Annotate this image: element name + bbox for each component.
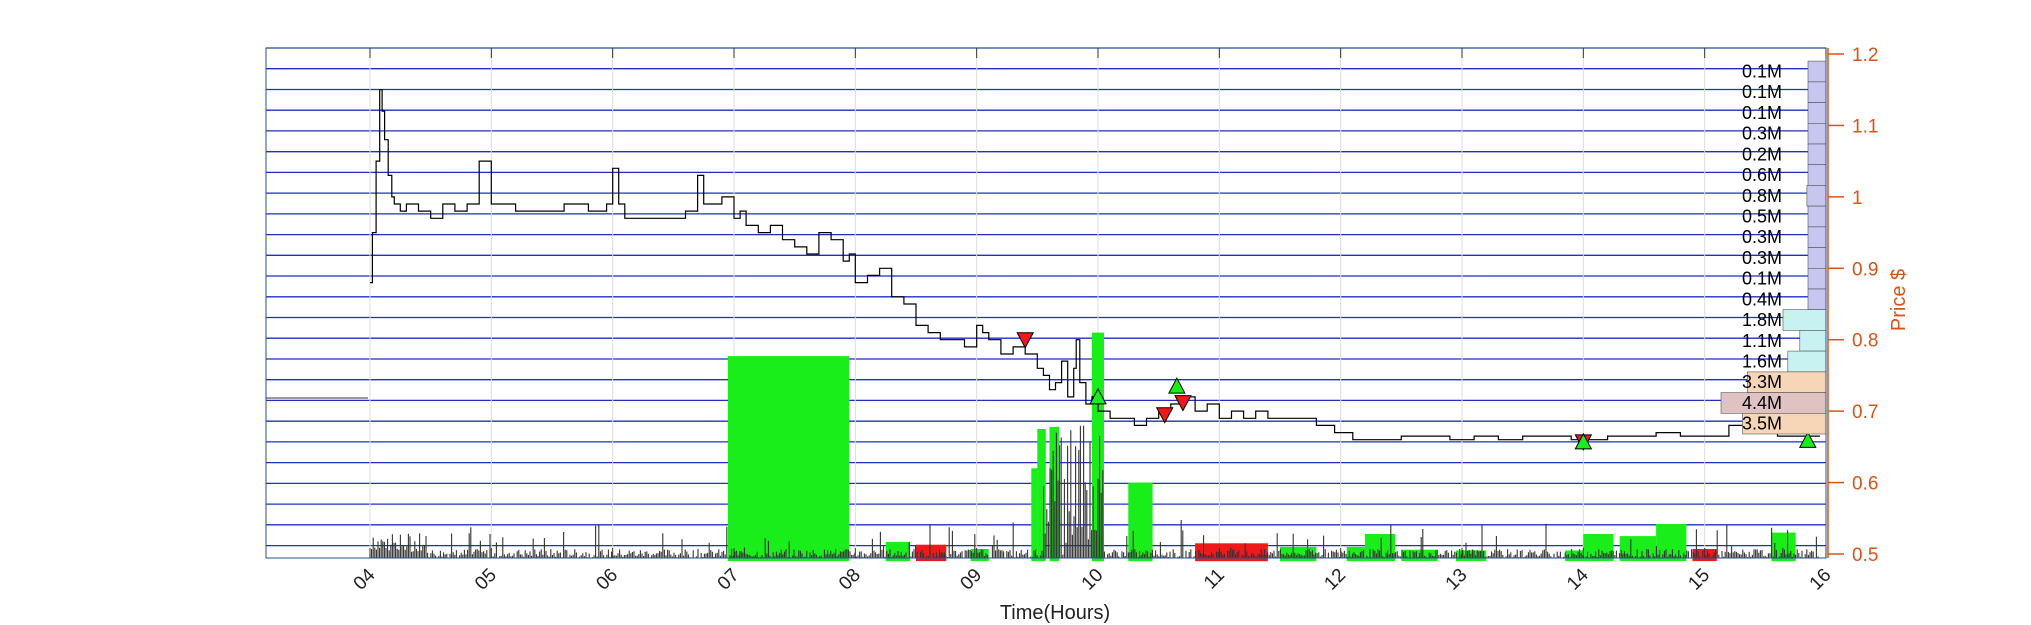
volume-bar — [1031, 468, 1038, 562]
buy-marker — [1574, 432, 1593, 450]
sell-marker — [1155, 407, 1174, 424]
y-tick-label: 0.7 — [1852, 402, 1878, 423]
volume-profile-label: 0.3M — [1742, 248, 1782, 268]
volume-bar — [1037, 429, 1046, 562]
sell-marker — [1016, 332, 1035, 349]
volume-profile-label: 0.1M — [1742, 269, 1782, 289]
x-tick-label: 09 — [956, 565, 986, 595]
y-tick-label: 1.2 — [1852, 45, 1878, 66]
y-tick-label: 0.9 — [1852, 259, 1878, 280]
volume-bar — [1049, 426, 1060, 562]
x-tick-label: 11 — [1200, 565, 1229, 594]
volume-profile-label: 1.1M — [1742, 331, 1782, 351]
y-tick-label: 0.6 — [1852, 474, 1878, 495]
y-tick-label: 1.1 — [1852, 116, 1878, 137]
volume-profile-label: 4.4M — [1742, 393, 1782, 413]
x-tick-label: 06 — [592, 565, 622, 595]
sell-marker — [1174, 395, 1192, 412]
volume-profile-label: 0.1M — [1742, 62, 1782, 82]
x-tick-label: 08 — [835, 565, 865, 595]
volume-profile-bar — [1807, 205, 1827, 228]
price-series — [370, 89, 1820, 441]
volume-profile-bar — [1807, 164, 1827, 186]
volume-profile-label: 0.5M — [1742, 207, 1782, 227]
volume-profile-bar — [1807, 81, 1827, 103]
volume-profile-label: 1.6M — [1742, 352, 1782, 372]
volume-profile-label: 3.3M — [1742, 372, 1782, 392]
volume-profile-bar — [1807, 123, 1827, 145]
volume-profile-bar — [1799, 330, 1827, 352]
x-tick-label: 04 — [350, 564, 380, 594]
volume-bar — [727, 356, 850, 562]
volume-bar — [1565, 550, 1596, 562]
volume-profile-bar — [1807, 60, 1827, 83]
buy-marker — [1168, 377, 1186, 394]
volume-profile-label: 3.5M — [1742, 414, 1782, 434]
x-tick-label: 16 — [1806, 565, 1836, 595]
y-axis-title: Price $ — [1888, 269, 1910, 331]
x-tick-label: 07 — [714, 565, 744, 595]
volume-profile-label: 0.1M — [1742, 82, 1782, 102]
x-tick-label: 10 — [1078, 565, 1108, 595]
volume-bar — [1195, 543, 1268, 562]
volume-profile-bar — [1807, 267, 1827, 290]
volume-profile-bar — [1806, 185, 1827, 207]
axes: 0.5 0.6 0.7 0.8 0.9 1 1.1 1.2 04 05 06 07 08 09 10 11 12… — [265, 45, 1878, 595]
volume-profile-label: 0.4M — [1742, 289, 1782, 309]
volume-bar — [1619, 536, 1657, 562]
volume-profile-label: 0.6M — [1742, 165, 1782, 185]
x-tick-label: 14 — [1563, 564, 1593, 594]
y-tick-label: 0.8 — [1852, 331, 1878, 352]
volume-profile-bar — [1782, 309, 1827, 331]
buy-marker — [1798, 431, 1817, 448]
volume-profile-bar — [1807, 288, 1827, 311]
volume-profile-bar — [1807, 143, 1827, 166]
plot-frame — [265, 47, 1827, 559]
x-tick-label: 15 — [1684, 565, 1714, 595]
volume-profile: 0.1M0.1M0.1M0.3M0.2M0.6M0.8M0.5M0.3M0.3M… — [1720, 60, 1827, 435]
price-line — [370, 89, 1820, 441]
volume-bar — [1128, 482, 1153, 562]
x-tick-label: 12 — [1320, 565, 1350, 595]
volume-bars — [727, 332, 1796, 562]
volume-bar — [1771, 532, 1796, 562]
volume-profile-label: 0.1M — [1742, 103, 1782, 123]
volume-profile-label: 0.8M — [1742, 186, 1782, 206]
trade-markers — [1016, 332, 1817, 451]
volume-profile-label: 0.3M — [1742, 227, 1782, 247]
buy-marker — [1089, 387, 1107, 405]
volume-profile-label: 0.3M — [1742, 124, 1782, 144]
x-axis-title: Time(Hours) — [1000, 602, 1110, 624]
volume-profile-bar — [1807, 247, 1827, 269]
price-band-grid — [266, 47, 1826, 547]
volume-profile-bar — [1787, 350, 1827, 373]
volume-profile-bar — [1807, 226, 1827, 248]
volume-profile-label: 1.8M — [1742, 310, 1782, 330]
volume-profile-bar — [1807, 102, 1827, 124]
x-tick-label: 13 — [1442, 565, 1472, 595]
x-tick-label: 05 — [471, 565, 501, 595]
y-tick-label: 1 — [1852, 188, 1863, 209]
volume-profile-label: 0.2M — [1742, 144, 1782, 164]
y-tick-label: 0.5 — [1852, 545, 1878, 566]
